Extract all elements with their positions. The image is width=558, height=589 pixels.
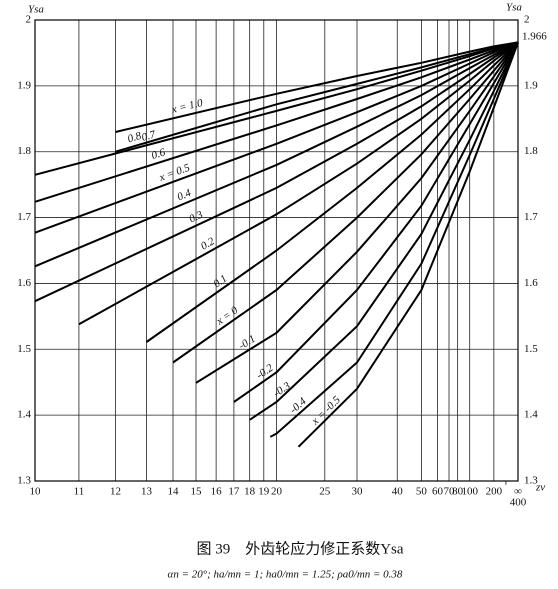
curve <box>269 42 519 438</box>
x-tick-label: 10 <box>30 486 42 498</box>
x-axis-label: zv <box>535 482 545 494</box>
y2-tick-label: 1.3 <box>524 475 538 487</box>
x-tick-label: 12 <box>110 486 121 498</box>
curve-label: 0.3 <box>187 209 205 226</box>
y-tick-label: 1.6 <box>17 277 31 289</box>
curve <box>34 41 519 268</box>
x-tick-label: 60 <box>432 486 444 498</box>
x-tick-label: 14 <box>168 486 180 498</box>
y-tick-label: 1.7 <box>17 211 31 223</box>
curve-label: 0.4 <box>175 187 193 204</box>
x-tick-label: 200 <box>486 486 503 498</box>
x-tick-label: 20 <box>271 486 283 498</box>
x-tick-label: 30 <box>352 486 364 498</box>
curve <box>34 41 519 203</box>
x-tick-label: 19 <box>258 486 270 498</box>
y-tick-label: 1.5 <box>17 343 31 355</box>
x-tick-label: 18 <box>244 486 256 498</box>
x-tick-label: 16 <box>211 486 223 498</box>
curve <box>78 41 519 326</box>
plot-frame <box>34 19 519 482</box>
curve <box>34 41 519 303</box>
curve-label: x = -0.5 <box>309 394 344 428</box>
x-tick-label: 11 <box>74 486 85 498</box>
curve <box>34 41 519 176</box>
x-tick-label: 13 <box>141 486 153 498</box>
curve-label: 0.1 <box>211 273 229 291</box>
curve-label: x = 1.0 <box>170 97 205 116</box>
x-tick-label: 17 <box>228 486 240 498</box>
y2-tick-label: 1.5 <box>524 343 538 355</box>
chart-subtitle: αn = 20°; ha/mn = 1; ha0/mn = 1.25; ρa0/… <box>168 569 403 581</box>
y-axis-label: Ysa <box>28 4 44 16</box>
x-tick-label: 70 <box>444 486 456 498</box>
x-tick-label: 25 <box>319 486 331 498</box>
annotation: 1.966 <box>522 31 547 43</box>
curve-label: -0.2 <box>254 362 276 382</box>
chart-title: 图 39 外齿轮应力修正系数Ysa <box>196 539 403 557</box>
x-tick-label: 400 <box>510 497 527 509</box>
y2-tick-label: 1.4 <box>524 409 538 421</box>
curve-label: -0.3 <box>271 380 293 400</box>
x-tick-label: 15 <box>191 486 203 498</box>
y2-tick-label: 1.7 <box>524 211 538 223</box>
y-tick-label: 1.4 <box>17 409 31 421</box>
curve-label: 0.6 <box>150 146 167 162</box>
curve <box>34 41 519 234</box>
y2-tick-label: 1.8 <box>524 145 538 157</box>
curve-label: 0.8 <box>126 130 143 146</box>
y2-tick-label: 1.6 <box>524 277 538 289</box>
y-tick-label: 1.8 <box>17 145 31 157</box>
y2-tick-label: 2 <box>524 14 530 26</box>
y-tick-label: 1.3 <box>17 475 31 487</box>
y2-axis-label: Ysa <box>506 2 522 14</box>
curve <box>297 42 519 448</box>
x-tick-label: 100 <box>461 486 478 498</box>
x-tick-label: ∞ <box>514 486 522 498</box>
curve-label: -0.4 <box>288 395 309 416</box>
x-tick-label: 50 <box>416 486 428 498</box>
curve-label: 0.7 <box>140 129 157 144</box>
x-tick-label: 40 <box>392 486 404 498</box>
curve <box>233 41 519 403</box>
y-tick-label: 2 <box>26 14 32 26</box>
x-tick-label: 80 <box>452 486 464 498</box>
curve <box>195 41 519 384</box>
y2-tick-label: 1.9 <box>524 79 538 91</box>
y-tick-label: 1.9 <box>17 79 31 91</box>
curve <box>249 41 519 421</box>
curve <box>172 41 519 364</box>
curve <box>115 41 519 133</box>
curve <box>145 41 519 343</box>
